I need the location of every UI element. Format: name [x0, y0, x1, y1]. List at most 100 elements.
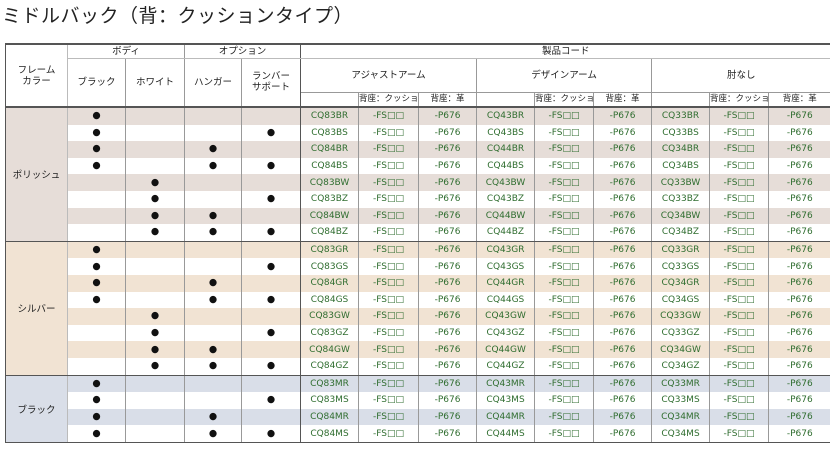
- product-code: CQ43GR: [476, 241, 535, 259]
- table-row: ● ● ● CQ84BZ -FS□□ -P676 CQ44BZ -FS□□ -P676 CQ34B…: [6, 224, 830, 242]
- mark: ●: [208, 277, 218, 289]
- type-adjust-arm-header: アジャストアーム: [300, 58, 477, 92]
- product-code: CQ44BW: [476, 207, 535, 225]
- table-row: ● ● CQ84GW -FS□□ -P676 CQ44GW -FS□□ -P676 CQ34GW…: [6, 341, 830, 358]
- hanger-mark: [184, 124, 242, 142]
- mark: ●: [150, 209, 160, 221]
- cushion-suffix: -FS□□: [358, 124, 419, 142]
- product-code: CQ43GW: [476, 308, 535, 325]
- product-code: CQ83GZ: [300, 324, 359, 342]
- leather-suffix: -P676: [418, 258, 477, 275]
- product-code: CQ33GS: [651, 258, 710, 275]
- lumbar-mark: [240, 308, 301, 325]
- mark: ●: [266, 394, 276, 406]
- mark: ●: [92, 277, 101, 289]
- option-hanger-header: ハンガー: [184, 58, 242, 108]
- hanger-mark: [184, 375, 242, 393]
- leather-suffix: -P676: [768, 174, 830, 191]
- lumbar-mark: ●: [240, 258, 301, 275]
- product-code-table: フレーム カラー ボディ オプション 製品コード ブラック ホワイト ハンガー …: [5, 43, 830, 443]
- body-black-mark: ●: [68, 158, 126, 175]
- body-black-mark: [67, 357, 126, 376]
- cushion-suffix: -FS□□: [709, 375, 769, 393]
- option-lumbar-header: ランバー サポート: [240, 58, 301, 108]
- lumbar-mark: [240, 141, 301, 158]
- leather-suffix: -P676: [593, 408, 652, 426]
- product-code: CQ84MR: [300, 408, 359, 426]
- cushion-suffix: -FS□□: [709, 291, 769, 309]
- body-black-mark: [68, 325, 126, 342]
- leather-suffix: -P676: [418, 408, 477, 426]
- leather-suffix: -P676: [593, 124, 652, 142]
- leather-suffix: -P676: [418, 392, 477, 409]
- product-code: CQ43MS: [476, 392, 535, 409]
- product-code: CQ44BR: [476, 141, 535, 158]
- product-code: CQ44BS: [476, 157, 535, 175]
- cushion-suffix: -FS□□: [709, 174, 769, 191]
- mark: ●: [92, 244, 101, 256]
- cushion-suffix: -FS□□: [534, 341, 594, 358]
- body-white-mark: ●: [125, 190, 185, 208]
- body-black-mark: ●: [67, 241, 126, 259]
- body-white-mark: ●: [125, 324, 185, 342]
- hanger-mark: [184, 174, 242, 191]
- mark: ●: [92, 143, 101, 155]
- body-black-mark: [67, 224, 126, 242]
- mark: ●: [208, 343, 218, 355]
- product-code: CQ33MR: [651, 375, 710, 393]
- body-white-mark: [125, 408, 185, 426]
- table-row: ● ● ● CQ84MS -FS□□ -P676 CQ44MS -FS□□ -P676 CQ34M…: [6, 425, 830, 443]
- mark: ●: [92, 427, 101, 439]
- mark: ●: [208, 209, 218, 221]
- cushion-suffix: -FS□□: [358, 308, 419, 325]
- product-code: CQ84GR: [300, 274, 359, 292]
- material-leather-header: 背座：革: [418, 91, 477, 108]
- table-row: ● CQ83BW -FS□□ -P676 CQ43BW -FS□□ -P676 CQ33BW -…: [6, 174, 830, 191]
- lumbar-mark: ●: [240, 425, 301, 443]
- product-code: CQ34GR: [651, 274, 710, 292]
- product-code: CQ34BW: [651, 207, 710, 225]
- leather-suffix: -P676: [768, 308, 830, 325]
- product-code: CQ84BZ: [300, 224, 359, 242]
- leather-suffix: -P676: [768, 141, 830, 158]
- material-leather-header: 背座：革: [593, 91, 652, 108]
- mark: ●: [150, 193, 160, 205]
- lumbar-mark: ●: [240, 357, 301, 376]
- body-black-header: ブラック: [67, 58, 126, 108]
- mark: ●: [208, 143, 218, 155]
- product-code: CQ83GR: [300, 241, 359, 259]
- lumbar-mark: ●: [240, 392, 301, 409]
- hanger-mark: [184, 190, 242, 208]
- mark: ●: [150, 176, 160, 188]
- material-cushion-header: 背座：クッション: [534, 91, 594, 108]
- leather-suffix: -P676: [593, 425, 652, 443]
- product-code: CQ44GW: [476, 341, 535, 358]
- hanger-mark: [184, 308, 242, 325]
- hanger-mark: [184, 241, 242, 259]
- cushion-suffix: -FS□□: [358, 291, 419, 309]
- product-code: CQ44GR: [476, 274, 535, 292]
- cushion-suffix: -FS□□: [534, 224, 594, 242]
- leather-suffix: -P676: [768, 224, 830, 242]
- cushion-suffix: -FS□□: [534, 107, 594, 125]
- body-white-mark: [125, 107, 185, 125]
- cushion-suffix: -FS□□: [709, 107, 769, 125]
- frame-color-header: フレーム カラー: [5, 43, 68, 108]
- body-black-mark: ●: [67, 141, 126, 158]
- product-code: CQ34BZ: [651, 224, 710, 242]
- product-code: CQ84MS: [300, 425, 359, 443]
- body-white-mark: [125, 425, 185, 443]
- material-cushion-header: 背座：クッション: [709, 91, 769, 108]
- body-white-mark: [125, 274, 185, 292]
- type-design-arm-header: デザインアーム: [476, 58, 652, 92]
- lumbar-mark: [240, 174, 301, 191]
- product-code: CQ44MR: [476, 408, 535, 426]
- leather-suffix: -P676: [768, 258, 830, 275]
- hanger-mark: ●: [184, 207, 242, 225]
- cushion-suffix: -FS□□: [709, 241, 769, 259]
- leather-suffix: -P676: [418, 291, 477, 309]
- product-code: CQ44BZ: [476, 224, 535, 242]
- lumbar-mark: [240, 207, 301, 225]
- leather-suffix: -P676: [768, 190, 830, 208]
- hanger-mark: ●: [184, 291, 242, 309]
